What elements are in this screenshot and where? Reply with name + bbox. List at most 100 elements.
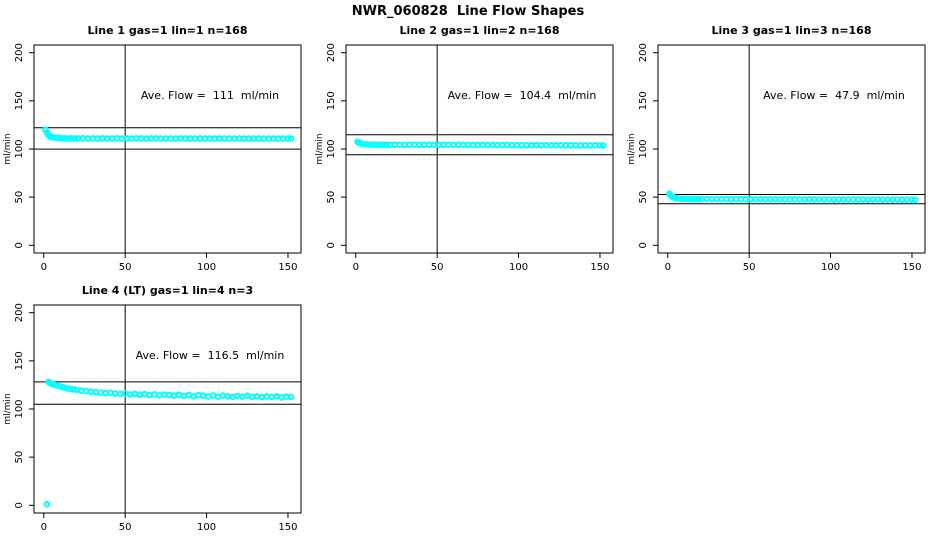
y-tick-label: 50 xyxy=(638,191,649,204)
x-tick-label: 50 xyxy=(743,262,756,273)
data-point xyxy=(363,141,371,148)
data-point xyxy=(71,135,79,142)
x-tick-label: 0 xyxy=(41,522,47,533)
data-point xyxy=(141,390,149,398)
x-tick-label: 100 xyxy=(821,262,840,273)
avg-flow-annotation-line-4: Ave. Flow = 116.5 ml/min xyxy=(135,349,285,362)
plot-box xyxy=(33,304,302,514)
x-tick-label: 50 xyxy=(119,262,132,273)
data-point xyxy=(60,384,67,391)
y-tick-label: 200 xyxy=(326,43,337,62)
data-point xyxy=(672,194,680,202)
panel-title-line-3: Line 3 gas=1 lin=3 n=168 xyxy=(711,24,872,37)
x-tick-label: 0 xyxy=(665,262,671,273)
data-point xyxy=(69,385,77,393)
data-point xyxy=(273,392,280,400)
data-point xyxy=(63,384,70,392)
data-point xyxy=(383,141,391,149)
data-point xyxy=(53,382,61,389)
x-tick-label: 50 xyxy=(431,262,444,273)
data-point xyxy=(131,390,139,398)
y-tick-label: 0 xyxy=(14,242,25,248)
data-point xyxy=(136,391,144,399)
y-tick-label: 0 xyxy=(326,242,337,248)
y-tick-label: 150 xyxy=(14,351,25,370)
data-point xyxy=(126,391,134,398)
data-point xyxy=(248,393,256,401)
y-tick-label: 100 xyxy=(14,399,25,418)
data-point xyxy=(268,393,275,401)
data-point xyxy=(258,393,266,401)
x-tick-label: 150 xyxy=(278,522,297,533)
data-point xyxy=(58,134,65,142)
data-point xyxy=(209,392,217,399)
plot-line-4: 0 50 100 150 0 50 100 150 200 ml/min xyxy=(3,303,302,533)
y-axis-label: ml/min xyxy=(315,133,325,164)
plot-line-2: 0 50 100 150 0 50 100 150 200 ml/min xyxy=(315,43,614,273)
y-tick-label: 0 xyxy=(638,242,649,248)
data-point xyxy=(55,134,62,142)
y-tick-label: 200 xyxy=(14,303,25,322)
data-point xyxy=(43,501,51,508)
data-point xyxy=(160,391,168,398)
panel-line-3: 0 50 100 150 0 50 100 150 200 ml/min Line 3 gas=1… xyxy=(624,20,936,280)
figure-title: NWR_060828 Line Flow Shapes xyxy=(351,4,585,19)
data-point xyxy=(51,134,59,141)
y-tick-label: 100 xyxy=(14,139,25,158)
data-point xyxy=(116,390,124,398)
plot-line-3: 0 50 100 150 0 50 100 150 200 ml/min xyxy=(627,43,926,273)
data-point xyxy=(219,392,227,400)
data-point xyxy=(190,392,197,400)
y-tick-label: 100 xyxy=(638,139,649,158)
data-point xyxy=(200,392,207,400)
data-point xyxy=(87,388,95,395)
data-point xyxy=(253,392,261,400)
plot-box xyxy=(657,44,926,254)
x-tick-label: 150 xyxy=(902,262,921,273)
data-point xyxy=(682,195,689,203)
data-point xyxy=(64,135,72,142)
data-point xyxy=(151,391,158,398)
data-point xyxy=(112,390,119,397)
y-tick-label: 150 xyxy=(638,91,649,110)
data-point xyxy=(107,389,114,397)
data-point xyxy=(360,140,368,148)
avg-flow-annotation-line-3: Ave. Flow = 47.9 ml/min xyxy=(763,89,905,102)
data-point xyxy=(284,135,292,142)
data-point xyxy=(373,141,381,148)
panel-title-line-1: Line 1 gas=1 lin=1 n=168 xyxy=(87,24,248,37)
y-axis-label: ml/min xyxy=(627,133,637,164)
y-tick-label: 100 xyxy=(326,139,337,158)
data-point xyxy=(61,135,69,142)
data-point xyxy=(263,393,271,400)
data-point xyxy=(77,387,85,395)
x-tick-label: 0 xyxy=(353,262,359,273)
data-point xyxy=(97,389,105,396)
data-point xyxy=(92,388,100,396)
data-point xyxy=(170,392,178,400)
panel-line-4: 0 50 100 150 0 50 100 150 200 ml/min Line 4 (LT) … xyxy=(0,280,312,540)
panel-line-1: 0 50 100 150 0 50 100 150 200 ml/min Line 1 gas=1… xyxy=(0,20,312,280)
y-tick-label: 0 xyxy=(14,502,25,508)
data-point xyxy=(596,142,604,149)
y-tick-label: 200 xyxy=(14,43,25,62)
data-point xyxy=(370,141,377,148)
data-point xyxy=(146,391,153,399)
data-point xyxy=(224,392,232,400)
x-tick-label: 150 xyxy=(278,262,297,273)
data-point xyxy=(287,393,295,401)
data-point xyxy=(68,135,75,142)
data-point xyxy=(287,135,295,142)
data-point xyxy=(229,393,236,401)
data-point xyxy=(675,195,683,202)
data-point xyxy=(911,196,919,203)
plot-box xyxy=(345,44,614,254)
data-point xyxy=(180,392,188,400)
data-point xyxy=(156,392,163,399)
x-tick-label: 50 xyxy=(119,522,132,533)
data-point xyxy=(376,141,384,149)
data-point xyxy=(82,387,90,395)
x-tick-label: 100 xyxy=(509,262,528,273)
x-tick-label: 100 xyxy=(197,262,216,273)
